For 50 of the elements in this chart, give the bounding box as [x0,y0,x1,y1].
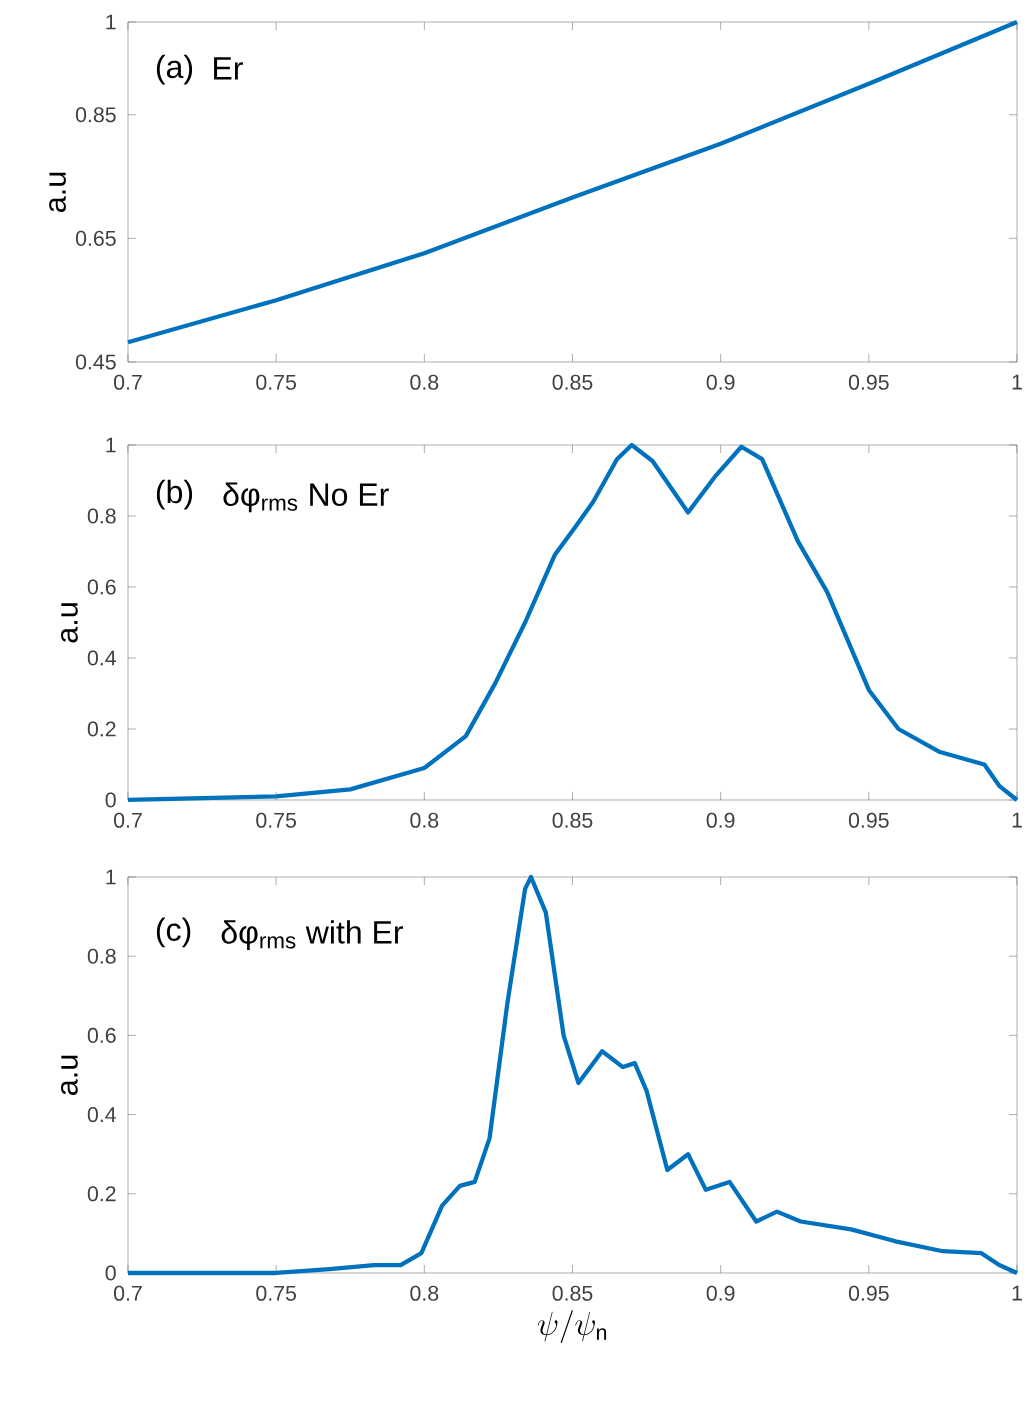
x-tick-label: 0.9 [706,1285,735,1301]
x-tick-label: 0.9 [706,374,735,390]
y-tick-label: 0 [105,792,116,808]
y-tick-label: 0.6 [87,1027,116,1043]
y-tick-label: 1 [106,437,116,453]
y-axis-title: a.u [60,1055,78,1096]
x-tick-label: 0.75 [256,374,296,390]
x-tick-label: 0.85 [552,1285,593,1301]
line-series [125,442,1019,803]
x-tick-label: 0.75 [256,1285,296,1301]
x-tick-label: 0.85 [552,374,593,390]
x-tick-label: 0.95 [848,1285,889,1301]
annotation: (b) [156,479,192,510]
x-tick-label: 0.8 [410,812,439,828]
x-tick-label: 1 [1012,812,1022,828]
x-tick-label: 0.95 [848,374,889,390]
annotation: δφ$_{rms}$ No Er [223,482,389,513]
x-tick-label: 0.7 [113,812,142,828]
x-tick-label: 0.95 [848,812,889,828]
y-tick-label: 0.8 [87,508,116,524]
line-series [125,874,1019,1276]
y-tick-label: 0.8 [87,948,116,964]
x-tick-label: 0.9 [706,812,735,828]
y-tick-label: 0.4 [87,1107,116,1123]
y-tick-label: 0.65 [75,230,116,246]
y-tick-label: 0.4 [87,650,116,666]
y-tick-label: 0.45 [75,354,116,370]
y-tick-label: 0.85 [75,107,116,123]
y-tick-label: 0.2 [87,721,116,737]
y-axis-title: a.u [60,603,78,643]
y-tick-label: 1 [106,869,116,885]
x-tick-label: 0.8 [410,1285,439,1301]
y-tick-label: 0 [105,1265,116,1281]
y-tick-label: 0.6 [87,579,116,595]
x-tick-label: 0.8 [410,374,439,390]
annotation: (c) [156,917,191,948]
x-tick-label: 0.7 [113,1285,142,1301]
x-tick-label: 1 [1012,1285,1022,1301]
annotation: Er [213,57,243,80]
y-axis-title: a.u [48,172,66,213]
line-series [125,19,1019,345]
annotation: (a) [156,54,192,85]
x-axis-title: $\psi/\psi_{\mathrm{n}}$ [537,1309,606,1344]
x-tick-label: 1 [1012,374,1022,390]
x-tick-label: 0.75 [256,812,296,828]
x-tick-label: 0.7 [113,374,142,390]
y-tick-label: 0.2 [87,1186,116,1202]
x-tick-label: 0.85 [552,812,593,828]
y-tick-label: 1 [106,14,116,30]
annotation: δφ$_{rms}$ with Er [221,920,403,951]
